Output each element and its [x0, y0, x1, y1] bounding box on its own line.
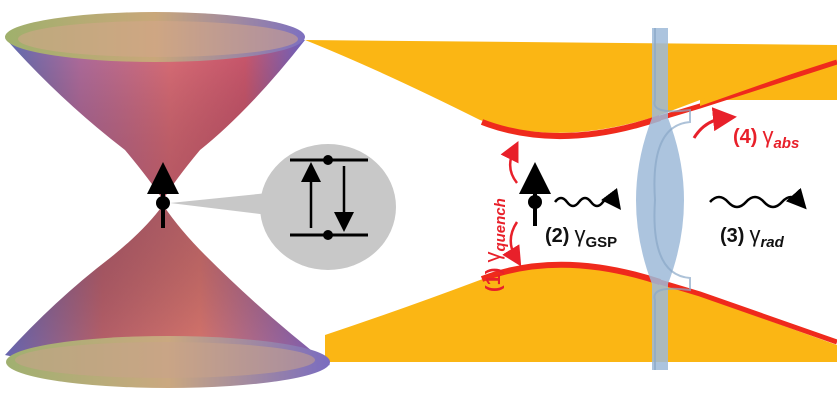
quench-arrow-down [502, 221, 522, 267]
waveguide-lower [325, 261, 837, 362]
lower-cone [5, 205, 330, 388]
inset-circle [260, 144, 396, 270]
two-level-system-icon [290, 155, 368, 240]
label-abs: (4) γabs [733, 123, 799, 152]
waveguide-upper [305, 40, 837, 139]
quench-emitter [500, 141, 551, 267]
mode-profile-band [636, 28, 691, 370]
label-quench: (1)γquench [480, 198, 509, 292]
upper-cone [5, 12, 305, 200]
emitter-dot-icon [528, 195, 542, 209]
emitter-at-apex [147, 162, 179, 228]
quench-arrow-up [500, 141, 519, 184]
emitter-dot-icon [156, 196, 170, 210]
wavy-photon-icon [709, 187, 807, 210]
two-level-inset [170, 144, 396, 270]
label-gsp: (2) γGSP [545, 222, 617, 251]
wavy-photon-icon [554, 187, 622, 210]
label-rad: (3) γrad [720, 222, 785, 251]
absorption-arrow [692, 107, 737, 139]
